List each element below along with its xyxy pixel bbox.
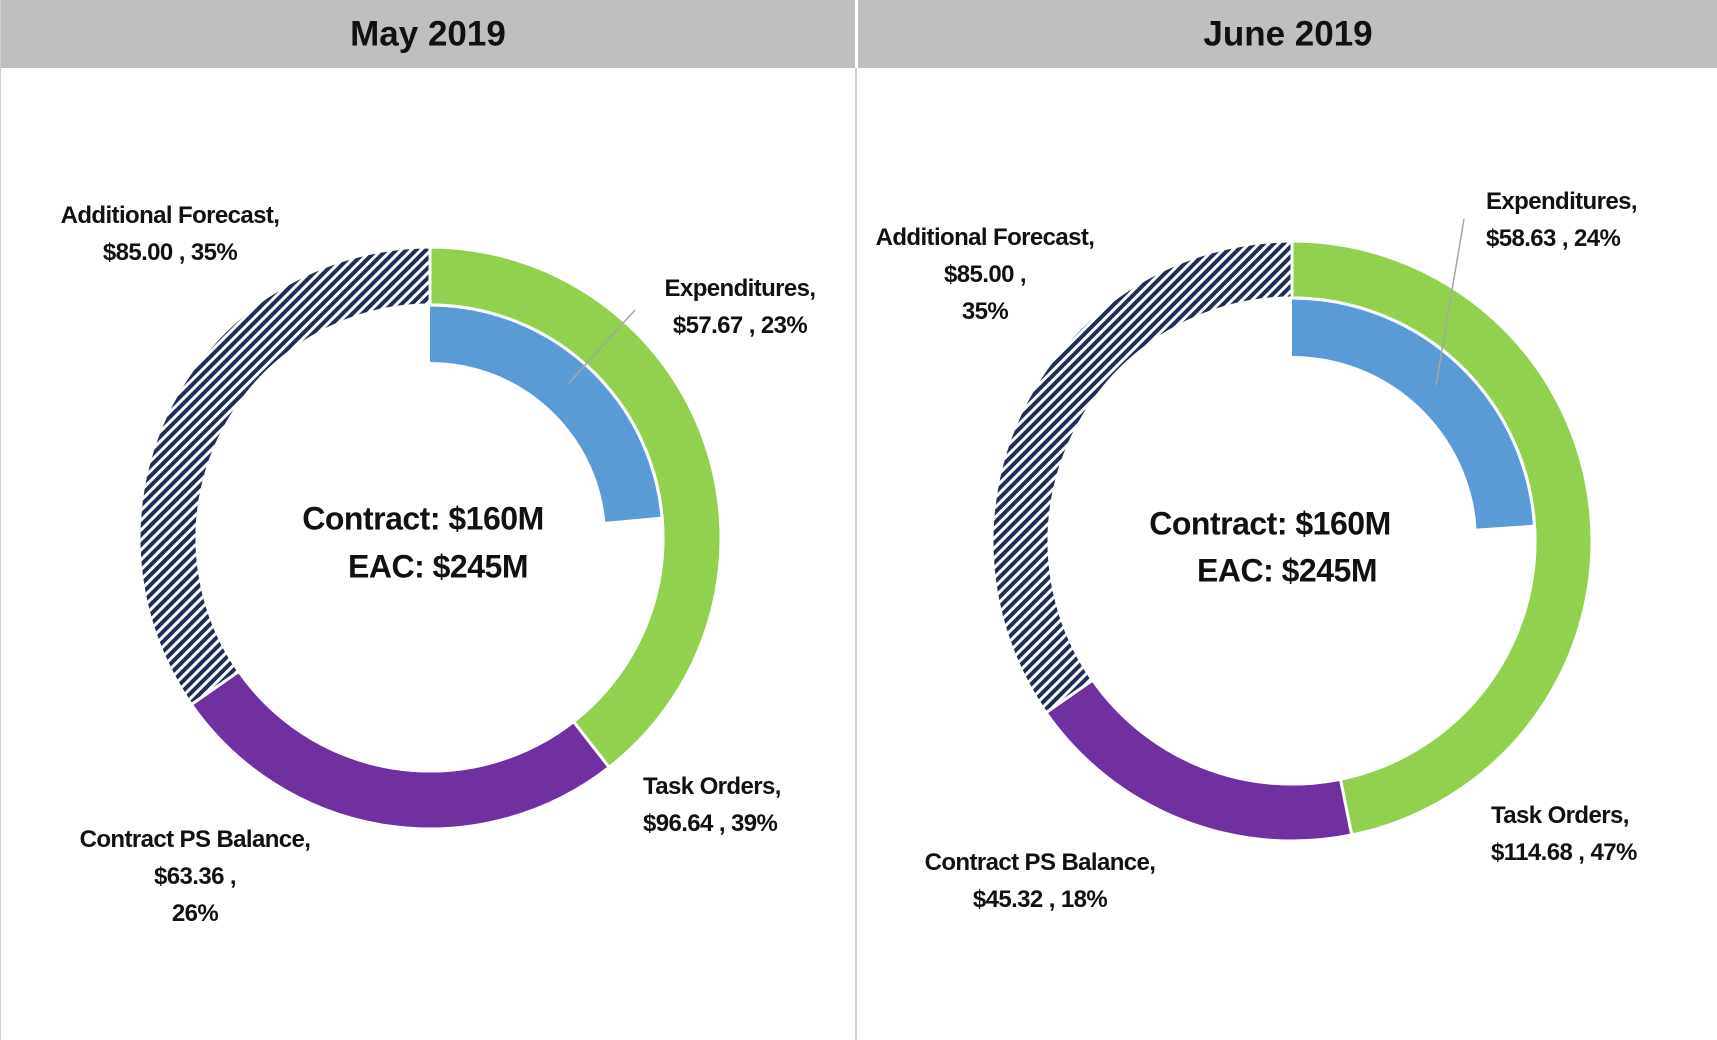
label-name: Task Orders (1491, 802, 1629, 829)
label-value: $114.68 (1491, 839, 1584, 866)
data-label: Contract PS Balance $63.36 26% (80, 821, 311, 932)
donut-segment (189, 669, 612, 831)
label-percent: 39% (731, 810, 778, 837)
chart-title: May 2019 (350, 14, 506, 53)
label-percent: 23% (760, 312, 808, 339)
center-text: EAC: $245M (1197, 552, 1377, 588)
label-name: Additional Forecast (876, 224, 1095, 251)
label-name: Contract PS Balance (925, 849, 1156, 876)
data-label: Task Orders $96.64 39% (643, 768, 781, 842)
label-percent: 24% (1574, 225, 1621, 252)
label-name: Contract PS Balance (80, 826, 311, 853)
ring-edge (195, 303, 665, 773)
label-value: $45.32 (973, 886, 1055, 913)
data-label: Additional Forecast $85.00 35% (61, 197, 280, 271)
data-label: Contract PS Balance $45.32 18% (925, 844, 1156, 918)
chart-title: June 2019 (1203, 14, 1372, 53)
center-text: EAC: $245M (348, 548, 528, 584)
leader-line (1435, 218, 1465, 386)
donut-segment (430, 305, 663, 522)
data-label: Additional Forecast $85.00 35% (876, 219, 1095, 330)
donut-segment (1292, 298, 1535, 529)
label-name: Expenditures (665, 275, 816, 302)
label-percent: 26% (171, 900, 219, 927)
data-label: Expenditures $57.67 23% (665, 270, 816, 344)
donut-segment (1043, 677, 1354, 843)
data-label: Expenditures $58.63 24% (1486, 183, 1637, 257)
data-label: Task Orders $114.68 47% (1491, 797, 1637, 871)
label-percent: 18% (1060, 886, 1108, 913)
label-name: Expenditures (1486, 188, 1637, 215)
label-value: $85.00 (944, 261, 1026, 288)
donut-segment (137, 245, 432, 707)
label-name: Additional Forecast (61, 202, 280, 229)
label-value: $85.00 (103, 239, 185, 266)
leader-line (568, 309, 636, 384)
label-percent: 35% (190, 239, 238, 266)
label-value: $63.36 (154, 863, 236, 890)
center-text: Contract: $160M (1149, 505, 1390, 541)
label-percent: 35% (961, 298, 1009, 325)
label-value: $58.63 (1486, 225, 1568, 252)
label-name: Task Orders (643, 773, 781, 800)
center-text: Contract: $160M (302, 500, 543, 536)
label-percent: 47% (1590, 839, 1637, 866)
header-bar (858, 0, 1717, 68)
label-value: $96.64 (643, 810, 725, 837)
label-value: $57.67 (673, 312, 755, 339)
ring-edge (1047, 296, 1537, 786)
header-bar (0, 0, 855, 68)
